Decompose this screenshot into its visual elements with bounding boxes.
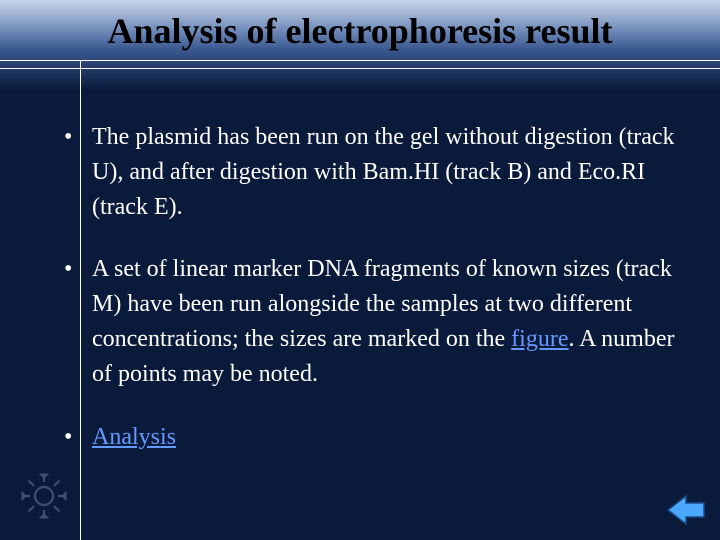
rule-bottom (0, 68, 720, 69)
bullet-marker: • (64, 120, 92, 224)
link[interactable]: figure (511, 326, 568, 352)
link[interactable]: Analysis (92, 424, 176, 450)
text-run: The plasmid has been run on the gel with… (92, 124, 675, 220)
bullet-marker: • (64, 420, 92, 455)
bullet-marker: • (64, 252, 92, 391)
gear-icon (20, 472, 68, 520)
bullet-item: •A set of linear marker DNA fragments of… (64, 252, 680, 391)
page-title: Analysis of electrophoresis result (0, 10, 720, 52)
bullet-text: The plasmid has been run on the gel with… (92, 120, 680, 224)
content-area: •The plasmid has been run on the gel wit… (64, 120, 680, 482)
bullet-item: •The plasmid has been run on the gel wit… (64, 120, 680, 224)
bullet-text: A set of linear marker DNA fragments of … (92, 252, 680, 391)
back-arrow-button[interactable] (666, 494, 706, 526)
bullet-text: Analysis (92, 420, 680, 455)
rule-top (0, 60, 720, 61)
bullet-item: •Analysis (64, 420, 680, 455)
header-banner: Analysis of electrophoresis result (0, 0, 720, 90)
